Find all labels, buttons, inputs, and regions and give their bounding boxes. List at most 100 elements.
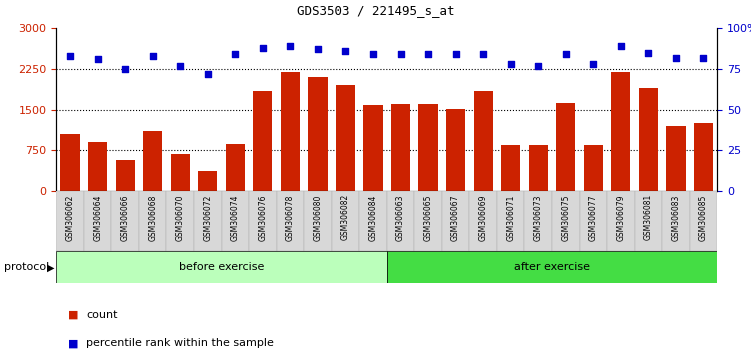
Text: GSM306078: GSM306078	[286, 194, 295, 241]
Text: ■: ■	[68, 310, 78, 320]
Point	[477, 52, 489, 57]
Bar	[60, 134, 80, 191]
Bar	[308, 77, 327, 191]
Point	[92, 56, 104, 62]
Text: GSM306065: GSM306065	[424, 194, 433, 241]
Bar	[116, 160, 135, 191]
FancyBboxPatch shape	[249, 191, 276, 251]
Text: GSM306064: GSM306064	[93, 194, 102, 241]
Point	[505, 61, 517, 67]
Bar	[474, 91, 493, 191]
Text: GDS3503 / 221495_s_at: GDS3503 / 221495_s_at	[297, 4, 454, 17]
Text: GSM306075: GSM306075	[561, 194, 570, 241]
Bar	[170, 154, 190, 191]
Bar	[336, 85, 355, 191]
Text: GSM306076: GSM306076	[258, 194, 267, 241]
Bar	[143, 131, 162, 191]
Text: GSM306081: GSM306081	[644, 194, 653, 240]
FancyBboxPatch shape	[662, 191, 689, 251]
Point	[422, 52, 434, 57]
Text: after exercise: after exercise	[514, 262, 590, 272]
FancyBboxPatch shape	[635, 191, 662, 251]
Text: GSM306074: GSM306074	[231, 194, 240, 241]
Bar	[363, 105, 383, 191]
Text: GSM306067: GSM306067	[451, 194, 460, 241]
Text: GSM306077: GSM306077	[589, 194, 598, 241]
FancyBboxPatch shape	[56, 191, 84, 251]
FancyBboxPatch shape	[194, 191, 222, 251]
FancyBboxPatch shape	[387, 251, 717, 283]
Point	[312, 47, 324, 52]
FancyBboxPatch shape	[332, 191, 359, 251]
FancyBboxPatch shape	[167, 191, 194, 251]
Text: before exercise: before exercise	[179, 262, 264, 272]
Text: GSM306073: GSM306073	[534, 194, 543, 241]
FancyBboxPatch shape	[442, 191, 469, 251]
Point	[174, 63, 186, 69]
FancyBboxPatch shape	[56, 251, 387, 283]
Point	[339, 48, 351, 54]
Point	[587, 61, 599, 67]
FancyBboxPatch shape	[139, 191, 167, 251]
FancyBboxPatch shape	[359, 191, 387, 251]
Bar	[638, 88, 658, 191]
Point	[394, 52, 406, 57]
Text: GSM306079: GSM306079	[617, 194, 626, 241]
Bar	[446, 109, 465, 191]
Text: GSM306084: GSM306084	[369, 194, 378, 241]
Bar	[281, 72, 300, 191]
Point	[642, 50, 654, 56]
Point	[698, 55, 710, 61]
FancyBboxPatch shape	[276, 191, 304, 251]
FancyBboxPatch shape	[552, 191, 580, 251]
Point	[64, 53, 76, 59]
FancyBboxPatch shape	[222, 191, 249, 251]
Bar	[694, 123, 713, 191]
Text: GSM306062: GSM306062	[65, 194, 74, 241]
Bar	[391, 104, 410, 191]
Text: GSM306066: GSM306066	[121, 194, 130, 241]
FancyBboxPatch shape	[689, 191, 717, 251]
FancyBboxPatch shape	[111, 191, 139, 251]
Bar	[611, 72, 630, 191]
Bar	[529, 145, 547, 191]
Text: protocol: protocol	[4, 262, 49, 272]
Point	[367, 52, 379, 57]
Text: GSM306072: GSM306072	[204, 194, 213, 241]
Text: GSM306082: GSM306082	[341, 194, 350, 240]
FancyBboxPatch shape	[469, 191, 497, 251]
Text: GSM306080: GSM306080	[313, 194, 322, 241]
Bar	[225, 144, 245, 191]
FancyBboxPatch shape	[524, 191, 552, 251]
Bar	[198, 171, 218, 191]
FancyBboxPatch shape	[387, 191, 415, 251]
FancyBboxPatch shape	[415, 191, 442, 251]
Text: ▶: ▶	[47, 262, 55, 272]
FancyBboxPatch shape	[580, 191, 607, 251]
FancyBboxPatch shape	[497, 191, 524, 251]
Bar	[666, 126, 686, 191]
Point	[119, 66, 131, 72]
Point	[670, 55, 682, 61]
Bar	[501, 145, 520, 191]
Text: percentile rank within the sample: percentile rank within the sample	[86, 338, 274, 348]
Text: GSM306068: GSM306068	[148, 194, 157, 241]
Text: count: count	[86, 310, 118, 320]
Bar	[556, 103, 575, 191]
Point	[559, 52, 572, 57]
FancyBboxPatch shape	[84, 191, 111, 251]
Point	[615, 44, 627, 49]
Text: ■: ■	[68, 338, 78, 348]
Text: GSM306071: GSM306071	[506, 194, 515, 241]
Point	[229, 52, 241, 57]
Point	[532, 63, 544, 69]
Bar	[88, 142, 107, 191]
Point	[257, 45, 269, 51]
Point	[146, 53, 158, 59]
Text: GSM306083: GSM306083	[671, 194, 680, 241]
FancyBboxPatch shape	[304, 191, 332, 251]
Text: GSM306069: GSM306069	[478, 194, 487, 241]
Text: GSM306063: GSM306063	[396, 194, 405, 241]
Bar	[418, 104, 438, 191]
Point	[202, 71, 214, 77]
